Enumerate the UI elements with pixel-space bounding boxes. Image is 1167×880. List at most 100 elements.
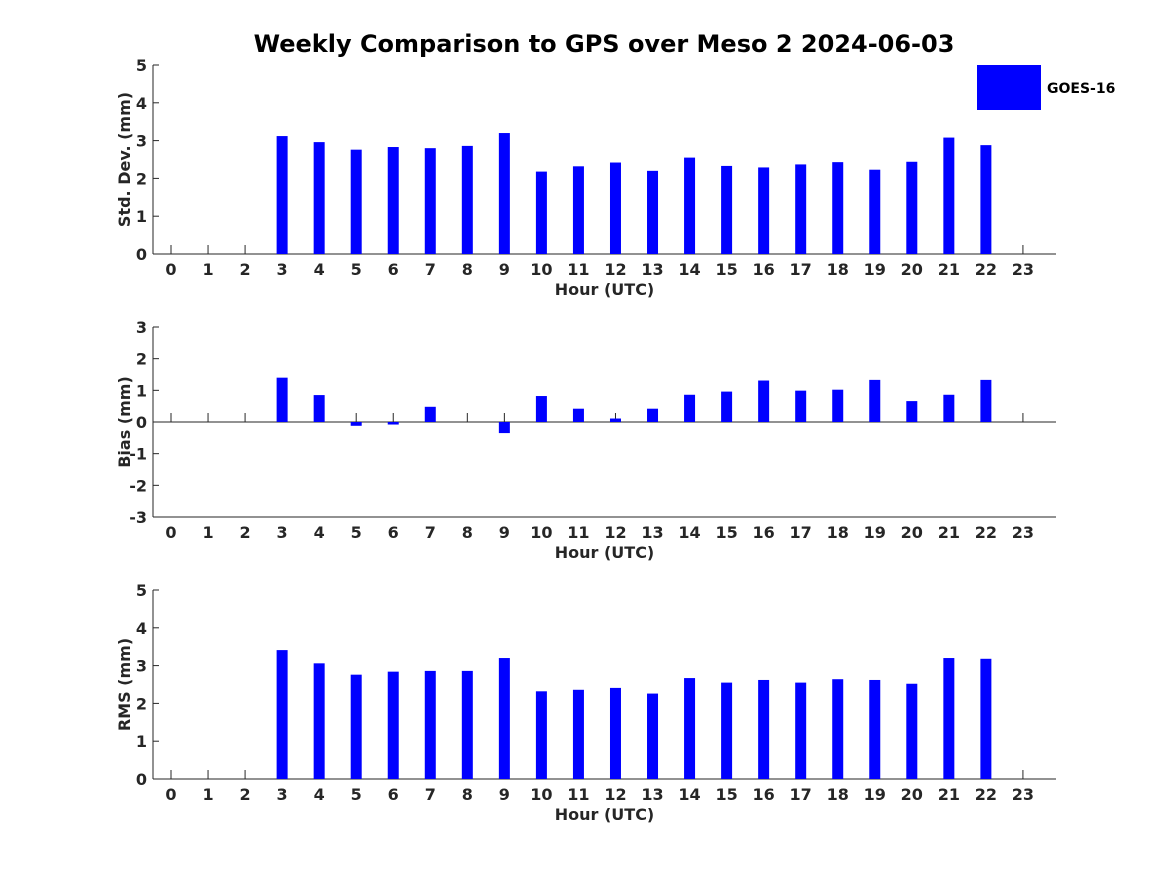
rms-x-tick-label: 6	[388, 785, 399, 804]
std-dev-y-tick-label: 1	[136, 207, 147, 226]
rms-x-tick-label: 3	[277, 785, 288, 804]
rms-bar-hour-6	[387, 671, 399, 779]
rms-x-tick-label: 9	[499, 785, 510, 804]
std-dev-x-tick-label: 1	[202, 260, 213, 279]
legend-swatch-goes-16	[977, 65, 1041, 110]
bias-y-tick-label: -3	[129, 508, 147, 527]
std-dev-x-tick-label: 18	[827, 260, 849, 279]
std-dev-x-tick-label: 6	[388, 260, 399, 279]
rms-x-tick-label: 1	[202, 785, 213, 804]
rms-bar-hour-18	[832, 679, 844, 779]
rms-x-tick-label: 23	[1012, 785, 1034, 804]
rms-x-tick-label: 21	[938, 785, 960, 804]
legend-label-goes-16: GOES-16	[1047, 81, 1115, 97]
std-dev-x-tick-label: 9	[499, 260, 510, 279]
std-dev-y-tick-label: 5	[136, 56, 147, 75]
rms-bar-hour-7	[424, 670, 436, 779]
figure-title: Weekly Comparison to GPS over Meso 2 202…	[254, 30, 955, 58]
rms-x-tick-label: 2	[240, 785, 251, 804]
rms-x-tick-label: 14	[678, 785, 700, 804]
std-dev-bar-hour-4	[313, 142, 325, 254]
bias-bar-hour-9	[498, 422, 510, 434]
rms-x-tick-label: 7	[425, 785, 436, 804]
rms-x-tick-label: 0	[165, 785, 176, 804]
bias-x-tick-label: 9	[499, 523, 510, 542]
std-dev-bar-hour-12	[609, 162, 621, 254]
bias-x-tick-label: 17	[790, 523, 812, 542]
bias-y-tick-label: -2	[129, 476, 147, 495]
std-dev-bar-hour-18	[832, 162, 844, 254]
std-dev-x-tick-label: 21	[938, 260, 960, 279]
rms-bar-hour-14	[684, 678, 696, 779]
rms-x-tick-label: 12	[604, 785, 626, 804]
std-dev-y-axis-label: Std. Dev. (mm)	[115, 92, 134, 227]
std-dev-bar-hour-14	[684, 157, 696, 254]
rms-bar-hour-3	[276, 650, 288, 779]
bias-bar-hour-21	[943, 394, 955, 422]
std-dev-x-tick-label: 14	[678, 260, 700, 279]
std-dev-bar-hour-6	[387, 147, 399, 254]
std-dev-x-tick-label: 23	[1012, 260, 1034, 279]
rms-y-tick-label: 2	[136, 694, 147, 713]
bias-bar-hour-20	[906, 401, 918, 422]
bias-y-tick-label: 1	[136, 381, 147, 400]
rms-x-tick-label: 5	[351, 785, 362, 804]
std-dev-bar-hour-13	[647, 170, 659, 254]
bias-x-tick-label: 21	[938, 523, 960, 542]
std-dev-x-tick-label: 10	[530, 260, 552, 279]
bias-x-tick-label: 1	[202, 523, 213, 542]
std-dev-x-tick-label: 11	[567, 260, 589, 279]
bias-x-tick-label: 14	[678, 523, 700, 542]
bias-y-tick-label: 3	[136, 318, 147, 337]
std-dev-x-tick-label: 16	[753, 260, 775, 279]
std-dev-bar-hour-17	[795, 164, 807, 254]
bias-bar-hour-6	[387, 422, 399, 425]
std-dev-x-tick-label: 7	[425, 260, 436, 279]
bias-x-tick-label: 16	[753, 523, 775, 542]
rms-y-tick-label: 4	[136, 619, 147, 638]
bias-x-tick-label: 12	[604, 523, 626, 542]
rms-x-tick-label: 8	[462, 785, 473, 804]
std-dev-x-tick-label: 17	[790, 260, 812, 279]
rms-bar-hour-16	[758, 679, 770, 779]
bias-bar-hour-3	[276, 377, 288, 422]
bias-x-tick-label: 3	[277, 523, 288, 542]
bias-y-axis-label: Bias (mm)	[115, 376, 134, 468]
bias-bar-hour-17	[795, 390, 807, 422]
bias-x-tick-label: 2	[240, 523, 251, 542]
std-dev-x-tick-label: 19	[864, 260, 886, 279]
std-dev-bar-hour-15	[721, 165, 733, 254]
rms-x-tick-label: 4	[314, 785, 325, 804]
rms-y-tick-label: 5	[136, 581, 147, 600]
bias-x-tick-label: 22	[975, 523, 997, 542]
bias-x-tick-label: 10	[530, 523, 552, 542]
bias-x-tick-label: 18	[827, 523, 849, 542]
rms-bar-hour-17	[795, 682, 807, 779]
bias-bar-hour-14	[684, 394, 696, 422]
rms-bar-hour-19	[869, 679, 881, 779]
rms-x-axis-label: Hour (UTC)	[555, 805, 655, 824]
std-dev-bar-hour-16	[758, 167, 770, 254]
rms-bar-hour-11	[572, 689, 584, 779]
std-dev-x-tick-label: 3	[277, 260, 288, 279]
std-dev-y-tick-label: 4	[136, 94, 147, 113]
std-dev-bar-hour-3	[276, 136, 288, 254]
rms-bar-hour-22	[980, 658, 992, 779]
std-dev-bar-hour-21	[943, 137, 955, 254]
std-dev-x-tick-label: 5	[351, 260, 362, 279]
rms-x-tick-label: 17	[790, 785, 812, 804]
bias-bar-hour-4	[313, 395, 325, 422]
bias-bar-hour-16	[758, 380, 770, 422]
rms-bar-hour-9	[498, 658, 510, 779]
rms-bar-hour-21	[943, 658, 955, 779]
bias-bar-hour-22	[980, 379, 992, 422]
std-dev-bar-hour-22	[980, 145, 992, 254]
bias-x-tick-label: 7	[425, 523, 436, 542]
std-dev-x-tick-label: 2	[240, 260, 251, 279]
bias-bar-hour-11	[572, 408, 584, 422]
std-dev-x-tick-label: 15	[715, 260, 737, 279]
rms-x-tick-label: 19	[864, 785, 886, 804]
std-dev-bar-hour-8	[461, 145, 473, 254]
